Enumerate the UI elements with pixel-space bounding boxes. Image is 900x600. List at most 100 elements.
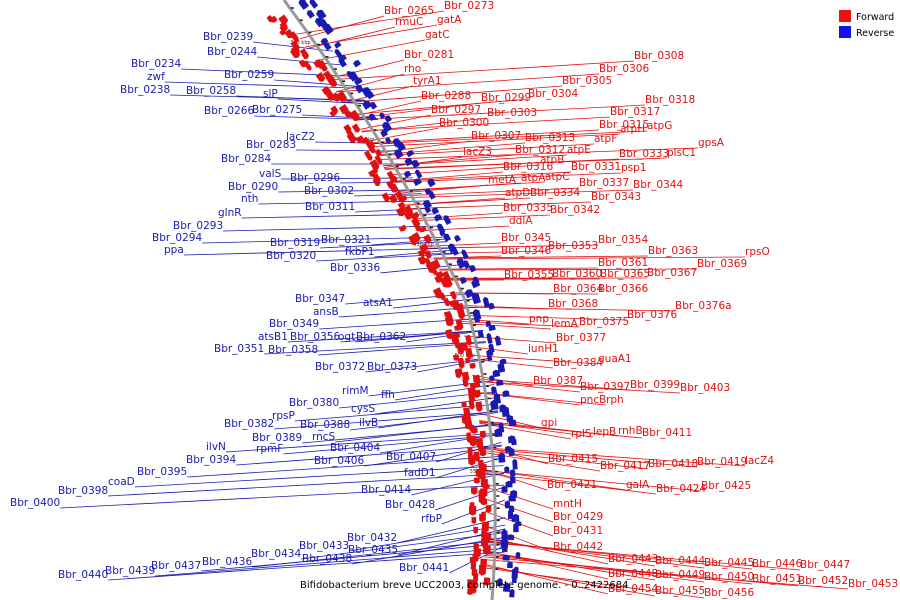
backbone-mark <box>460 287 464 290</box>
reverse-gene-label: Bbr_0234 <box>131 58 181 70</box>
leader-line <box>406 330 484 343</box>
forward-gene-arrow <box>303 60 312 71</box>
backbone-mark <box>358 104 362 107</box>
reverse-gene-arrow <box>469 265 477 273</box>
forward-gene-label: Bbr_0397 <box>580 381 630 393</box>
forward-gene-label: rnhB <box>618 425 643 437</box>
forward-gene-arrow <box>417 248 426 256</box>
backbone-mark <box>466 300 470 302</box>
forward-gene-label: Bbr_0344 <box>633 179 683 191</box>
backbone-mark <box>473 324 477 326</box>
forward-gene-label: Bbr_0299 <box>481 92 531 104</box>
backbone-mark <box>492 434 496 436</box>
backbone-mark <box>481 361 485 363</box>
forward-gene-label: pnp <box>529 313 549 325</box>
forward-gene-label: Bbr_0443 <box>608 553 658 565</box>
reverse-gene-arrow <box>459 277 467 285</box>
reverse-gene-label: Bbr_0435 <box>348 544 398 556</box>
forward-gene-arrow <box>473 477 480 484</box>
forward-gene-label: atpF <box>594 133 617 145</box>
backbone-mark <box>436 239 440 241</box>
forward-gene-label: atpA <box>521 172 546 184</box>
forward-gene-label: Bbr_0307 <box>471 130 521 142</box>
forward-gene-label: Bbr_0456 <box>704 587 754 599</box>
forward-gene-arrow <box>456 344 465 355</box>
leader-line <box>483 470 702 492</box>
forward-gene-arrow <box>439 292 446 301</box>
reverse-gene-arrow <box>369 102 378 110</box>
forward-gene-arrow <box>475 401 483 412</box>
forward-gene-label: pncB <box>580 394 606 406</box>
leader-line <box>306 26 396 50</box>
reverse-gene-label: Bbr_0293 <box>173 220 223 232</box>
forward-gene-arrow <box>479 470 486 481</box>
forward-gene-label: Bbr_0447 <box>800 559 850 571</box>
backbone-mark <box>365 117 369 119</box>
forward-gene-label: Bbr_0411 <box>642 427 692 439</box>
reverse-gene-label: rpsP <box>272 410 295 422</box>
leader-line <box>398 528 506 556</box>
leader-line <box>392 298 476 309</box>
leader-line <box>431 250 549 254</box>
forward-gene-label: Bbr_0429 <box>553 511 603 523</box>
reverse-gene-arrow <box>471 292 481 305</box>
reverse-gene-arrow <box>355 84 364 94</box>
forward-gene-label: gatC <box>425 29 450 41</box>
reverse-gene-arrow <box>502 554 510 561</box>
leader-line <box>484 552 705 583</box>
reverse-gene-label: Bbr_0382 <box>224 418 274 430</box>
forward-gene-arrow <box>418 225 427 233</box>
forward-gene-label: Bbr_0376 <box>627 309 677 321</box>
leader-line <box>460 322 552 330</box>
reverse-gene-label: valS <box>259 168 282 180</box>
backbone-mark <box>494 458 498 461</box>
forward-gene-label: Bbr_0354 <box>598 234 648 246</box>
reverse-gene-label: Bbr_0259 <box>224 69 274 81</box>
forward-gene-label: Bbr_0316 <box>503 161 553 173</box>
reverse-gene-label: Bbr_0275 <box>252 104 302 116</box>
forward-gene-arrow <box>470 560 477 571</box>
reverse-gene-arrow <box>461 249 469 259</box>
leader-line <box>412 212 504 220</box>
leader-line <box>264 341 486 355</box>
forward-gene-label: psp1 <box>621 162 646 174</box>
reverse-gene-arrow <box>490 399 499 411</box>
forward-gene-label: Bbr_0454 <box>608 583 658 595</box>
backbone-mark <box>478 348 482 351</box>
reverse-gene-label: Bbr_0347 <box>295 293 345 305</box>
leader-line <box>108 473 504 497</box>
tick-label: 500 kbp <box>455 353 475 359</box>
forward-gene-arrow <box>443 279 453 288</box>
forward-gene-arrow <box>461 401 467 408</box>
forward-gene-arrow <box>368 169 376 177</box>
forward-gene-label: Bbr_0346 <box>501 245 551 257</box>
reverse-gene-label: Bbr_0283 <box>246 139 296 151</box>
forward-gene-label: Bbr_0312 <box>515 144 565 156</box>
forward-gene-label: Bbr_0365 <box>600 268 650 280</box>
forward-gene-label: Bbr_0419 <box>697 456 747 468</box>
leader-line <box>315 39 426 61</box>
leader-line <box>60 484 505 509</box>
forward-gene-arrow <box>478 564 487 576</box>
leader-line <box>371 238 447 246</box>
reverse-gene-arrow <box>494 335 502 346</box>
forward-gene-label: Bbr_0317 <box>610 106 660 118</box>
forward-gene-arrow <box>454 369 462 379</box>
reverse-gene-arrow <box>431 207 440 215</box>
forward-gene-arrow <box>372 177 381 186</box>
forward-gene-label: Bbr_0452 <box>798 575 848 587</box>
forward-gene-arrow <box>465 334 472 346</box>
reverse-gene-label: Bbr_0441 <box>399 562 449 574</box>
forward-gene-label: ddlA <box>509 215 533 227</box>
forward-gene-arrow <box>452 354 460 361</box>
leader-line <box>225 432 501 453</box>
reverse-gene-arrow <box>451 246 459 256</box>
leader-line <box>484 559 849 590</box>
reverse-gene-label: Bbr_0432 <box>347 532 397 544</box>
backbone-mark <box>454 275 458 278</box>
reverse-gene-label: Bbr_0320 <box>266 250 316 262</box>
gene-features <box>266 0 522 598</box>
reverse-gene-arrow <box>482 296 490 308</box>
forward-gene-label: Bbr_0442 <box>553 541 603 553</box>
leader-line <box>378 147 699 160</box>
